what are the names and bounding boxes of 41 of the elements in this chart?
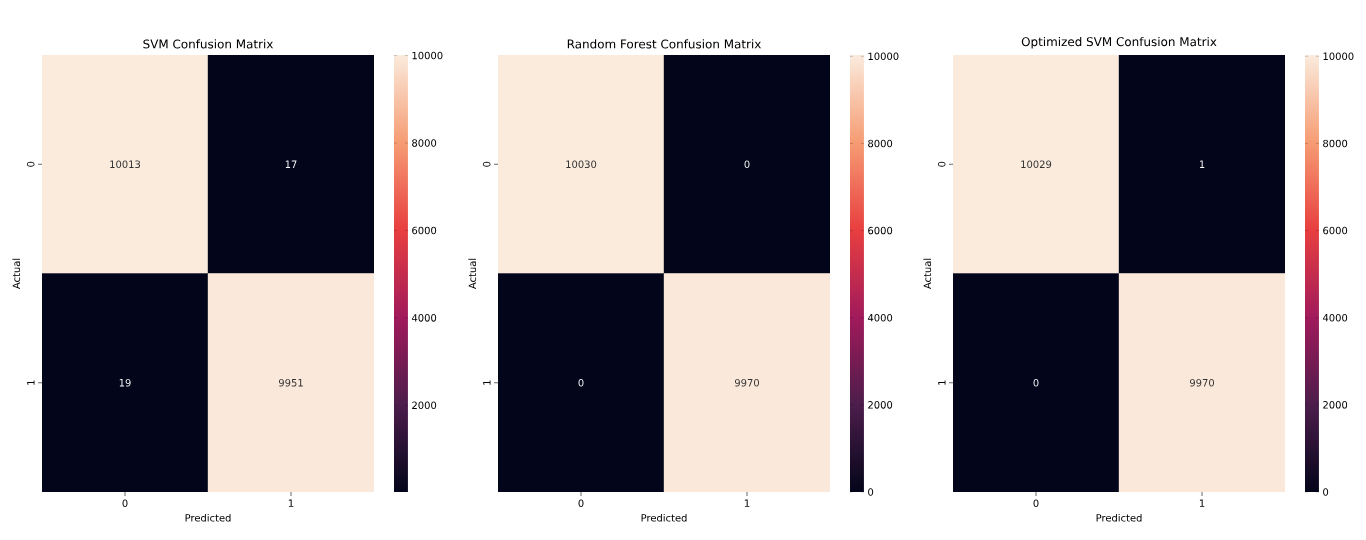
x-tick-label: 0: [578, 499, 584, 508]
data-label: 0: [578, 378, 584, 387]
x-axis-title: Predicted: [1096, 513, 1142, 522]
color-bar-label: 2000: [1323, 401, 1348, 409]
data-label: 10029: [1021, 160, 1052, 169]
data-label: 10030: [566, 160, 597, 169]
color-bar-label: 6000: [868, 226, 893, 235]
color-bar-label: 6000: [1323, 226, 1348, 235]
x-tick-label: 1: [744, 499, 750, 507]
data-label: 0: [1033, 378, 1039, 387]
data-label: 19: [119, 378, 131, 387]
color-bar-label: 10000: [412, 51, 443, 60]
color-bar-label: 8000: [868, 139, 893, 148]
color-bar-label: 10000: [1323, 52, 1354, 61]
color-bar-label: 4000: [1322, 313, 1348, 322]
color-bar-label: 6000: [412, 226, 437, 235]
data-label: 10013: [110, 160, 141, 169]
x-axis-title: Predicted: [641, 513, 687, 522]
chart-title: Optimized SVM Confusion Matrix: [1021, 36, 1217, 49]
y-axis-title: Actual: [468, 258, 477, 290]
data-label: 9970: [734, 378, 760, 387]
chart-title: Random Forest Confusion Matrix: [567, 39, 761, 49]
color-bar-label: 4000: [867, 313, 893, 322]
color-bar-label: 4000: [411, 314, 437, 322]
x-tick-label: 1: [288, 499, 294, 507]
y-axis-title: Actual: [12, 258, 21, 290]
x-axis-title: Predicted: [185, 513, 231, 522]
color-bar-label: 0: [868, 488, 874, 496]
data-label: 9970: [1189, 378, 1215, 387]
data-label: 9951: [278, 378, 303, 387]
color-bar-label: 2000: [868, 401, 893, 409]
color-bar-label: 8000: [1323, 139, 1348, 148]
color-bar-label: 8000: [412, 139, 437, 147]
x-tick-label: 0: [1033, 499, 1039, 508]
color-bar-label: 2000: [412, 401, 437, 410]
x-tick-label: 0: [122, 499, 128, 508]
y-axis-title: Actual: [923, 258, 932, 290]
color-bar-label: 10000: [868, 52, 899, 61]
chart-title: SVM Confusion Matrix: [143, 39, 274, 49]
color-bar-label: 0: [1323, 488, 1329, 496]
x-tick-label: 1: [1199, 499, 1205, 507]
